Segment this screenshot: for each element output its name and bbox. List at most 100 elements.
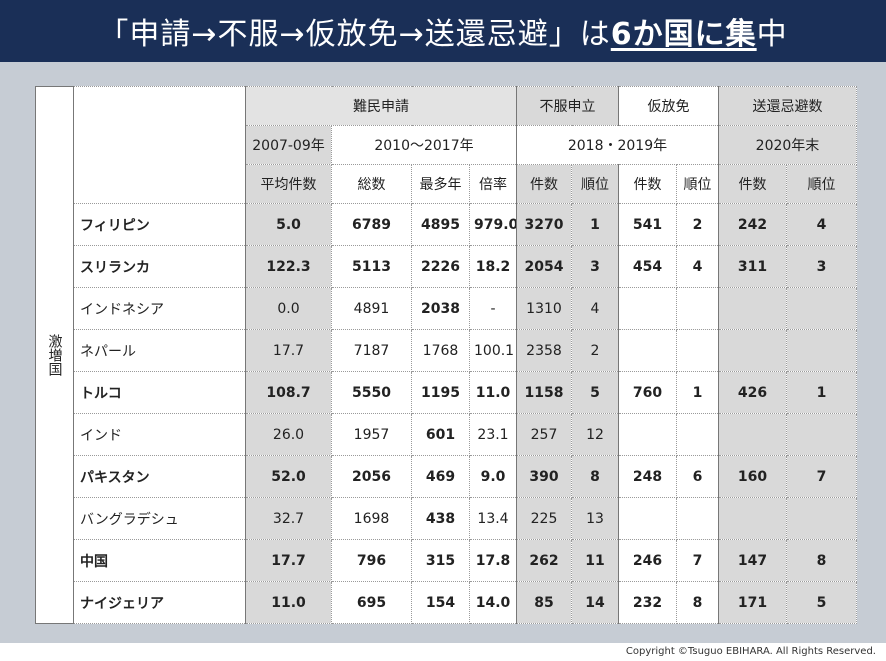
cell-d-count: 426 [718, 371, 787, 414]
country-name: ネパール [73, 329, 246, 372]
period-2018: 2018・2019年 [516, 125, 719, 165]
cell-total: 5550 [331, 371, 412, 414]
period-2007: 2007-09年 [245, 125, 332, 165]
cell-avg: 26.0 [245, 413, 332, 456]
cell-d-rank [786, 287, 857, 330]
table-row: インドネシア 0.0 4891 2038-1310 4 [36, 287, 857, 330]
cell-ratio: 13.4 [469, 497, 517, 540]
col-provisional-rank: 順位 [676, 164, 719, 204]
cell-p-count: 541 [618, 203, 677, 246]
cell-total: 695 [331, 581, 412, 624]
country-name: トルコ [73, 371, 246, 414]
cell-a-count: 1310 [516, 287, 572, 330]
group-deport: 送還忌避数 [718, 86, 857, 126]
table-row: ナイジェリア 11.0 695 154 14.0 85 14 232 8 171 5 [36, 581, 857, 624]
cell-a-rank: 14 [571, 581, 619, 624]
cell-a-count: 257 [516, 413, 572, 456]
cell-a-count: 85 [516, 581, 572, 624]
cell-p-rank: 4 [676, 245, 719, 288]
cell-ratio: 17.8 [469, 539, 517, 582]
cell-maxyear: 1195 [411, 371, 470, 414]
cell-avg: 0.0 [245, 287, 332, 330]
cell-avg: 5.0 [245, 203, 332, 246]
cell-a-count: 2054 [516, 245, 572, 288]
cell-p-count: 232 [618, 581, 677, 624]
cell-a-count: 2358 [516, 329, 572, 372]
table-row: フィリピン 5.0 6789 4895 979.0 3270 1 541 2 242 4 [36, 203, 857, 246]
cell-ratio: - [469, 287, 517, 330]
cell-d-count: 160 [718, 455, 787, 498]
cell-maxyear: 438 [411, 497, 470, 540]
cell-p-rank [676, 329, 719, 372]
col-provisional-count: 件数 [618, 164, 677, 204]
cell-ratio: 979.0 [469, 203, 517, 246]
country-name: インドネシア [73, 287, 246, 330]
cell-total: 796 [331, 539, 412, 582]
cell-maxyear: 2038 [411, 287, 470, 330]
col-appeal-count: 件数 [516, 164, 572, 204]
col-maxyear: 最多年 [411, 164, 470, 204]
cell-a-count: 225 [516, 497, 572, 540]
group-provisional: 仮放免 [618, 86, 719, 126]
cell-total: 7187 [331, 329, 412, 372]
header-blank [73, 86, 246, 204]
country-name: フィリピン [73, 203, 246, 246]
cell-a-rank: 3 [571, 245, 619, 288]
cell-a-rank: 5 [571, 371, 619, 414]
cell-d-rank: 8 [786, 539, 857, 582]
table-row: ネパール 17.7 7187 1768 100.1 2358 2 [36, 329, 857, 372]
side-label: 激増国 [35, 86, 74, 624]
cell-a-count: 3270 [516, 203, 572, 246]
cell-maxyear: 469 [411, 455, 470, 498]
cell-d-count [718, 497, 787, 540]
table-row: バングラデシュ 32.7 1698 438 13.4 225 13 [36, 497, 857, 540]
cell-d-count: 242 [718, 203, 787, 246]
cell-total: 2056 [331, 455, 412, 498]
cell-maxyear: 315 [411, 539, 470, 582]
cell-maxyear: 4895 [411, 203, 470, 246]
cell-avg: 11.0 [245, 581, 332, 624]
country-name: パキスタン [73, 455, 246, 498]
cell-a-rank: 12 [571, 413, 619, 456]
col-total: 総数 [331, 164, 412, 204]
col-ratio: 倍率 [469, 164, 517, 204]
title-part3: 中 [756, 17, 788, 52]
cell-maxyear: 601 [411, 413, 470, 456]
cell-a-rank: 1 [571, 203, 619, 246]
cell-maxyear: 154 [411, 581, 470, 624]
group-refugee: 難民申請 [245, 86, 517, 126]
cell-total: 4891 [331, 287, 412, 330]
table-row: パキスタン 52.0 2056 469 9.0 390 8 248 6 160 7 [36, 455, 857, 498]
country-name: スリランカ [73, 245, 246, 288]
table-row: トルコ 108.7 5550 1195 11.0 1158 5 760 1 426 1 [36, 371, 857, 414]
cell-p-rank: 7 [676, 539, 719, 582]
col-avg: 平均件数 [245, 164, 332, 204]
cell-p-rank [676, 287, 719, 330]
cell-total: 5113 [331, 245, 412, 288]
cell-p-rank [676, 413, 719, 456]
cell-d-rank [786, 329, 857, 372]
cell-avg: 122.3 [245, 245, 332, 288]
cell-d-count: 147 [718, 539, 787, 582]
cell-a-count: 390 [516, 455, 572, 498]
cell-maxyear: 1768 [411, 329, 470, 372]
cell-p-count: 248 [618, 455, 677, 498]
data-table: 激増国 難民申請 不服申立 仮放免 送還忌避数 2007-09年 2010〜20… [35, 86, 857, 624]
table-row: スリランカ 122.3 5113 2226 18.2 2054 3 454 4 311 3 [36, 245, 857, 288]
country-name: バングラデシュ [73, 497, 246, 540]
country-name: インド [73, 413, 246, 456]
period-2010: 2010〜2017年 [331, 125, 517, 165]
cell-p-rank: 2 [676, 203, 719, 246]
page-title: 「申請→不服→仮放免→送還忌避」は 6か国に集中 [0, 0, 886, 62]
cell-p-count: 760 [618, 371, 677, 414]
copyright: Copyright ©Tsuguo EBIHARA. All Rights Re… [0, 643, 886, 661]
cell-d-count: 311 [718, 245, 787, 288]
col-appeal-rank: 順位 [571, 164, 619, 204]
cell-maxyear: 2226 [411, 245, 470, 288]
cell-p-count [618, 413, 677, 456]
cell-p-count [618, 497, 677, 540]
cell-ratio: 9.0 [469, 455, 517, 498]
cell-p-count: 454 [618, 245, 677, 288]
col-deport-rank: 順位 [786, 164, 857, 204]
cell-avg: 108.7 [245, 371, 332, 414]
